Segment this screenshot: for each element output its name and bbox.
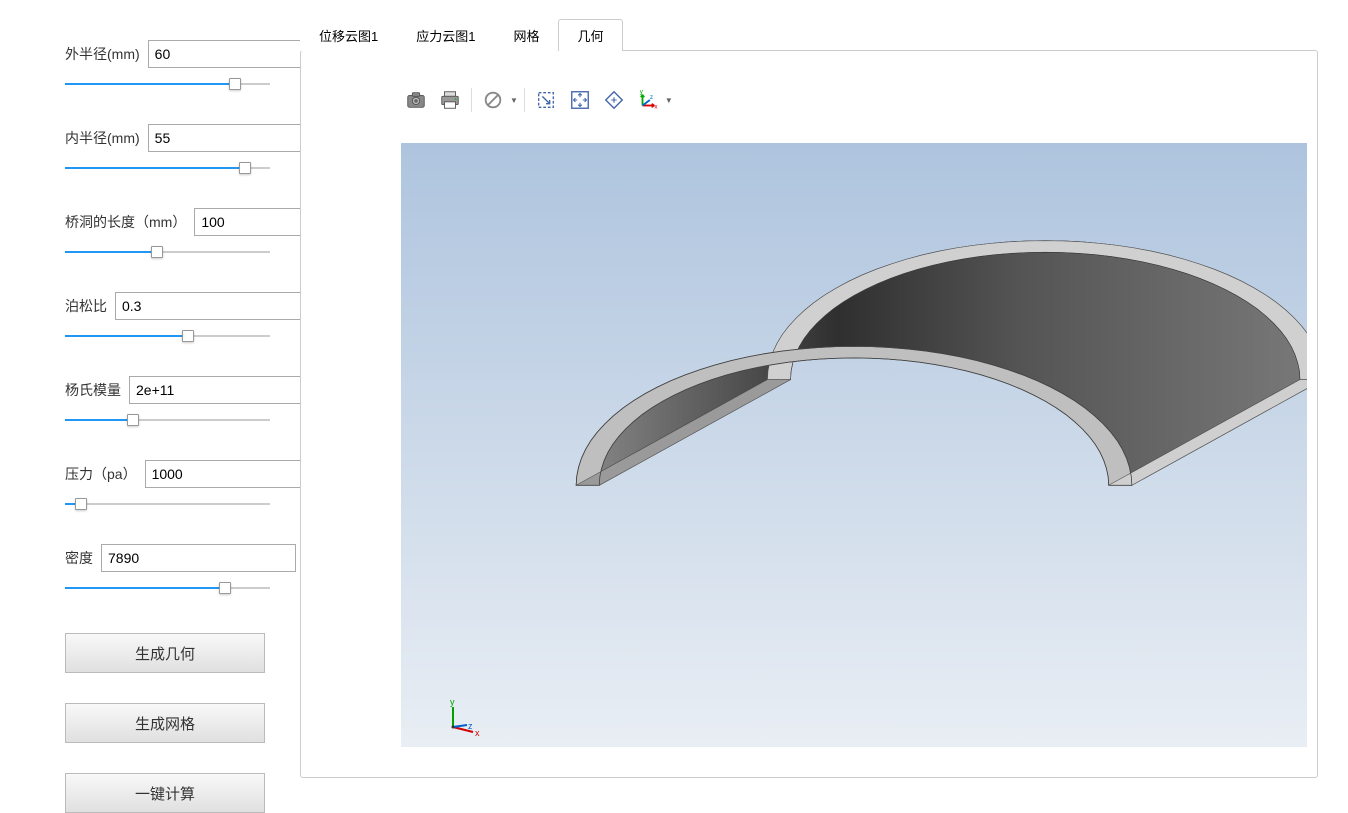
param-bridge_length: 桥洞的长度（mm） (65, 208, 270, 260)
tab-stress[interactable]: 应力云图1 (397, 19, 494, 51)
param-input-poisson[interactable] (115, 292, 310, 320)
toolbar-separator (471, 88, 472, 112)
param-outer_radius: 外半径(mm) (65, 40, 270, 92)
view-axis-icon[interactable]: yxz (633, 85, 663, 115)
param-label-density: 密度 (65, 548, 93, 568)
print-icon[interactable] (435, 85, 465, 115)
param-label-pressure: 压力（pa） (65, 464, 137, 484)
toolbar-separator (524, 88, 525, 112)
svg-text:z: z (650, 94, 653, 101)
zoom-selection-icon[interactable] (599, 85, 629, 115)
generate-geometry-button[interactable]: 生成几何 (65, 633, 265, 673)
param-input-density[interactable] (101, 544, 296, 572)
param-slider-bridge_length[interactable] (65, 244, 270, 260)
param-youngs: 杨氏模量 (65, 376, 270, 428)
action-buttons: 生成几何 生成网格 一键计算 (65, 633, 270, 813)
tab-geom[interactable]: 几何 (558, 19, 622, 51)
param-density: 密度 (65, 544, 270, 596)
tab-disp[interactable]: 位移云图1 (300, 19, 397, 51)
compute-button[interactable]: 一键计算 (65, 773, 265, 813)
view-axis-icon-dropdown[interactable]: ▼ (665, 96, 673, 105)
param-poisson: 泊松比 (65, 292, 270, 344)
tab-mesh[interactable]: 网格 (494, 19, 558, 51)
param-label-youngs: 杨氏模量 (65, 380, 121, 400)
main-panel: 位移云图1应力云图1网格几何 ▼yxz▼ xyz (300, 0, 1348, 778)
reset-icon-dropdown[interactable]: ▼ (510, 96, 518, 105)
svg-text:x: x (654, 103, 658, 110)
svg-text:x: x (475, 728, 480, 737)
param-slider-youngs[interactable] (65, 412, 270, 428)
svg-text:y: y (450, 697, 455, 707)
param-label-bridge_length: 桥洞的长度（mm） (65, 212, 186, 232)
parameter-sidebar: 外半径(mm) 内半径(mm) 桥洞的长度（mm） 泊松比杨氏模量压力（pa） 密度 生… (0, 0, 300, 778)
param-pressure: 压力（pa） (65, 460, 270, 512)
param-inner_radius: 内半径(mm) (65, 124, 270, 176)
param-slider-inner_radius[interactable] (65, 160, 270, 176)
param-label-outer_radius: 外半径(mm) (65, 44, 140, 64)
axis-triad: x y z (441, 697, 481, 737)
viewport-toolbar: ▼yxz▼ (401, 81, 1307, 123)
tab-bar: 位移云图1应力云图1网格几何 (300, 20, 1318, 50)
param-input-youngs[interactable] (129, 376, 324, 404)
param-slider-poisson[interactable] (65, 328, 270, 344)
param-label-inner_radius: 内半径(mm) (65, 128, 140, 148)
viewport-canvas[interactable]: x y z (401, 123, 1307, 767)
zoom-extents-icon[interactable] (565, 85, 595, 115)
zoom-box-icon[interactable] (531, 85, 561, 115)
param-slider-density[interactable] (65, 580, 270, 596)
param-slider-pressure[interactable] (65, 496, 270, 512)
svg-text:z: z (468, 721, 473, 731)
reset-icon[interactable] (478, 85, 508, 115)
screenshot-icon[interactable] (401, 85, 431, 115)
viewport-frame: ▼yxz▼ xyz (300, 50, 1318, 778)
param-slider-outer_radius[interactable] (65, 76, 270, 92)
param-label-poisson: 泊松比 (65, 296, 107, 316)
generate-mesh-button[interactable]: 生成网格 (65, 703, 265, 743)
